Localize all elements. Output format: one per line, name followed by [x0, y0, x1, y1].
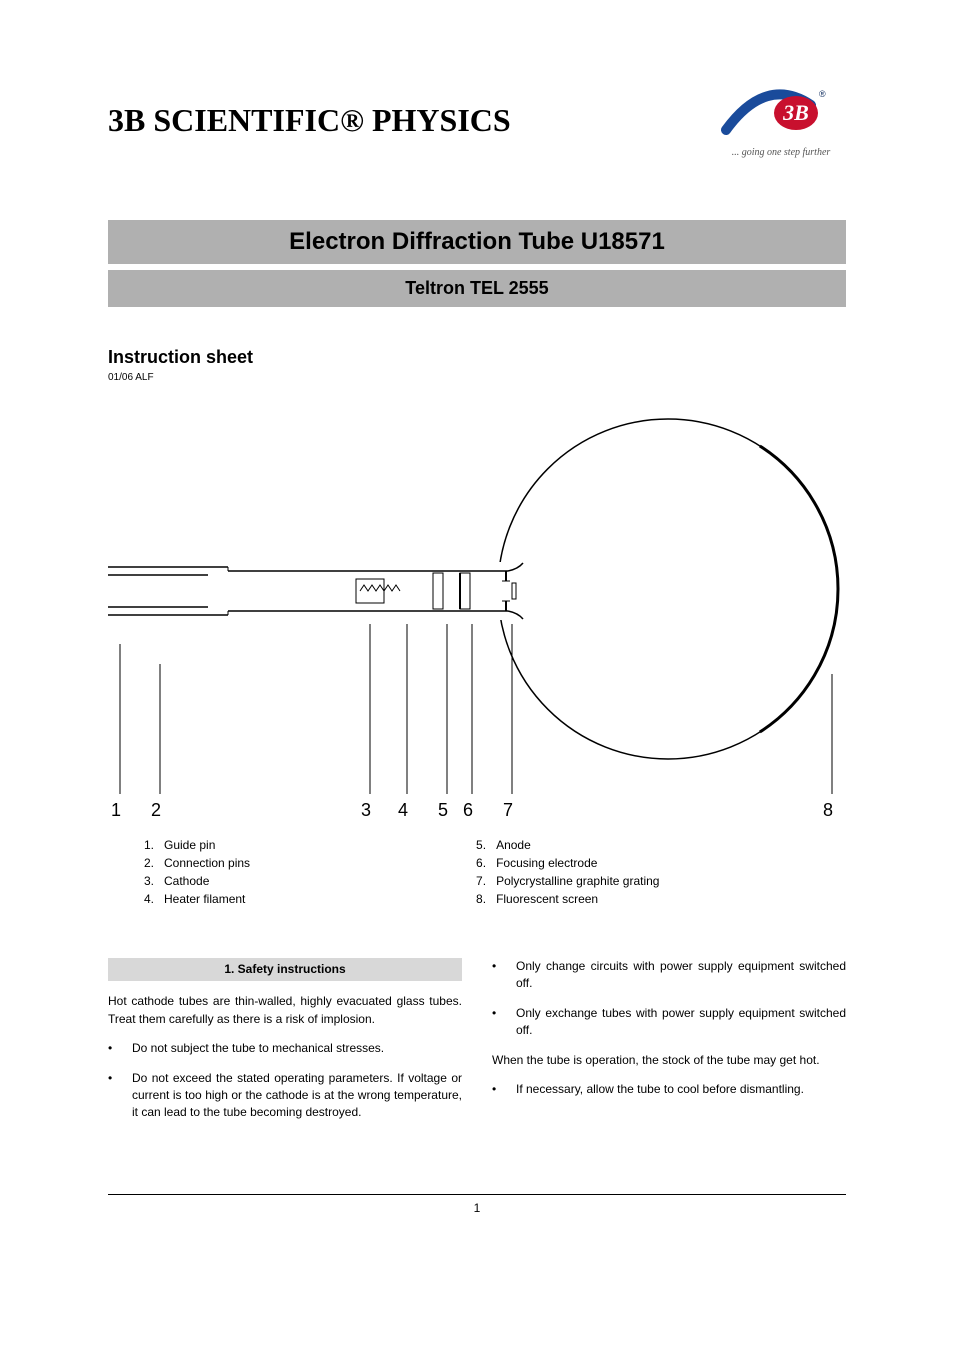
logo-tagline: ... going one step further: [716, 147, 846, 158]
bullet-item: •Do not exceed the stated operating para…: [108, 1070, 462, 1122]
main-title-bar: Electron Diffraction Tube U18571: [108, 220, 846, 264]
diagram-svg-icon: 1 2 3 4 56 7 8: [108, 399, 846, 819]
safety-intro: Hot cathode tubes are thin-walled, highl…: [108, 993, 462, 1028]
legend-item: 4. Heater filament: [138, 890, 250, 908]
svg-text:3B: 3B: [782, 100, 809, 125]
diagram-legend: 1. Guide pin 2. Connection pins 3. Cathode 4. H…: [108, 836, 846, 908]
bullet-icon: •: [492, 958, 516, 993]
svg-text:2: 2: [151, 800, 161, 819]
legend-number: 1.: [138, 836, 154, 854]
sub-title-bar: Teltron TEL 2555: [108, 270, 846, 307]
bullet-text: If necessary, allow the tube to cool bef…: [516, 1081, 804, 1098]
svg-text:®: ®: [819, 89, 826, 99]
bullet-text: Only exchange tubes with power supply eq…: [516, 1005, 846, 1040]
svg-text:1: 1: [111, 800, 121, 819]
legend-text: Focusing electrode: [496, 854, 597, 872]
page-header: 3B SCIENTIFIC® PHYSICS 3B ® ... going on…: [108, 80, 846, 160]
legend-number: 8.: [470, 890, 486, 908]
legend-text: Connection pins: [164, 854, 250, 872]
legend-number: 7.: [470, 872, 486, 890]
bullet-icon: •: [492, 1081, 516, 1098]
legend-item: 1. Guide pin: [138, 836, 250, 854]
svg-text:6: 6: [463, 800, 473, 819]
legend-item: 7. Polycrystalline graphite grating: [470, 872, 659, 890]
brand-title: 3B SCIENTIFIC® PHYSICS: [108, 102, 511, 139]
legend-number: 4.: [138, 890, 154, 908]
right-bullet-list: •Only change circuits with power supply …: [492, 958, 846, 1040]
legend-number: 3.: [138, 872, 154, 890]
legend-number: 5.: [470, 836, 486, 854]
bullet-item: •If necessary, allow the tube to cool be…: [492, 1081, 846, 1098]
legend-item: 5. Anode: [470, 836, 659, 854]
legend-number: 6.: [470, 854, 486, 872]
svg-text:5: 5: [438, 800, 448, 819]
bullet-icon: •: [492, 1005, 516, 1040]
svg-text:4: 4: [398, 800, 408, 819]
legend-item: 6. Focusing electrode: [470, 854, 659, 872]
legend-item: 3. Cathode: [138, 872, 250, 890]
bullet-icon: •: [108, 1040, 132, 1057]
legend-item: 8. Fluorescent screen: [470, 890, 659, 908]
content-columns: 1. Safety instructions Hot cathode tubes…: [108, 958, 846, 1134]
bullet-text: Do not exceed the stated operating param…: [132, 1070, 462, 1122]
bullet-item: •Only exchange tubes with power supply e…: [492, 1005, 846, 1040]
legend-item: 2. Connection pins: [138, 854, 250, 872]
legend-text: Guide pin: [164, 836, 215, 854]
legend-text: Polycrystalline graphite grating: [496, 872, 659, 890]
legend-text: Anode: [496, 836, 531, 854]
bullet-text: Do not subject the tube to mechanical st…: [132, 1040, 384, 1057]
legend-text: Cathode: [164, 872, 209, 890]
page-number: 1: [108, 1194, 846, 1215]
bullet-item: •Only change circuits with power supply …: [492, 958, 846, 993]
bullet-item: •Do not subject the tube to mechanical s…: [108, 1040, 462, 1057]
right-para: When the tube is operation, the stock of…: [492, 1052, 846, 1069]
tube-diagram: 1 2 3 4 56 7 8: [108, 399, 846, 824]
legend-text: Fluorescent screen: [496, 890, 598, 908]
right-column: •Only change circuits with power supply …: [492, 958, 846, 1134]
bullet-icon: •: [108, 1070, 132, 1122]
svg-text:7: 7: [503, 800, 513, 819]
svg-text:3: 3: [361, 800, 371, 819]
brand-logo: 3B ® ... going one step further: [716, 80, 846, 160]
right-bullet-list-2: •If necessary, allow the tube to cool be…: [492, 1081, 846, 1098]
svg-text:8: 8: [823, 800, 833, 819]
bullet-text: Only change circuits with power supply e…: [516, 958, 846, 993]
logo-swoosh-icon: 3B ®: [716, 80, 846, 140]
left-bullet-list: •Do not subject the tube to mechanical s…: [108, 1040, 462, 1122]
legend-right-column: 5. Anode 6. Focusing electrode 7. Polycrystal…: [470, 836, 659, 908]
legend-left-column: 1. Guide pin 2. Connection pins 3. Cathode 4. H…: [138, 836, 250, 908]
sheet-title: Instruction sheet: [108, 347, 846, 368]
sheet-code: 01/06 ALF: [108, 372, 846, 383]
legend-text: Heater filament: [164, 890, 245, 908]
left-column: 1. Safety instructions Hot cathode tubes…: [108, 958, 462, 1134]
legend-number: 2.: [138, 854, 154, 872]
safety-header: 1. Safety instructions: [108, 958, 462, 981]
